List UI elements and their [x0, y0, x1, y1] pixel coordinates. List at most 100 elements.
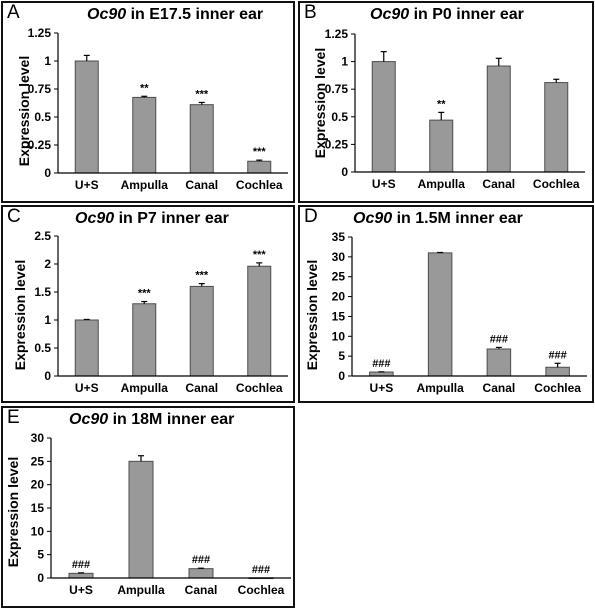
panel-b: B Oc90 in P0 inner ear Expression level … [298, 1, 594, 203]
y-tick-label: 0 [338, 369, 345, 383]
y-tick-label: 0 [44, 166, 51, 180]
panel-letter: E [7, 407, 20, 428]
chart-c: 0 0.5 1 1.5 2 2.5 U+S *** Ampulla *** Canal *** Coch… [34, 229, 288, 395]
panel-e: E Oc90 in 18M inner ear Expression level… [1, 406, 295, 608]
chart-title-gene: Oc90 [69, 411, 109, 428]
y-tick-label: 1.5 [34, 285, 51, 299]
x-tick-label: U+S [69, 583, 93, 597]
chart-title: Oc90 in P7 inner ear [75, 210, 229, 228]
chart-title-rest: in 1.5M inner ear [392, 210, 523, 227]
significance-label: ### [372, 358, 390, 370]
panel-letter: A [7, 2, 20, 23]
x-tick-label: Cochlea [534, 381, 581, 395]
y-tick-label: 25 [31, 454, 45, 468]
x-tick-label: Ampulla [121, 178, 169, 192]
chart-title-rest: in E17.5 inner ear [126, 6, 264, 23]
y-tick-label: 0.25 [28, 138, 52, 152]
significance-label: ### [548, 349, 566, 361]
chart-title: Oc90 in P0 inner ear [370, 6, 524, 24]
x-tick-label: Cochlea [238, 583, 285, 597]
y-tick-label: 15 [31, 501, 45, 515]
significance-label: ** [437, 98, 446, 110]
y-tick-label: 0.75 [28, 82, 52, 96]
bar [132, 303, 157, 377]
bar [74, 60, 99, 174]
y-tick-label: 0 [37, 571, 44, 585]
x-tick-label: Ampulla [418, 177, 466, 191]
significance-label: ### [490, 333, 508, 345]
bar [132, 96, 157, 174]
x-tick-label: Cochlea [236, 178, 283, 192]
bar [486, 65, 511, 173]
y-tick-label: 1 [44, 54, 51, 68]
significance-label: ### [252, 564, 270, 576]
significance-label: *** [195, 270, 209, 282]
bar [429, 119, 454, 173]
y-tick-label: 30 [31, 431, 45, 445]
chart-title: Oc90 in 1.5M inner ear [353, 210, 523, 228]
chart-title-gene: Oc90 [75, 210, 115, 227]
significance-label: ** [140, 82, 149, 94]
chart-title-gene: Oc90 [87, 6, 127, 23]
y-tick-label: 20 [31, 478, 45, 492]
y-tick-label: 5 [37, 548, 44, 562]
panel-letter: D [304, 206, 318, 227]
chart-title: Oc90 in E17.5 inner ear [87, 6, 263, 24]
y-tick-label: 10 [332, 329, 346, 343]
x-tick-label: Canal [185, 381, 218, 395]
panel-c: C Oc90 in P7 inner ear Expression level … [1, 205, 295, 403]
panel-letter: B [304, 2, 317, 23]
significance-label: *** [195, 88, 209, 100]
chart-title-rest: in 18M inner ear [108, 411, 235, 428]
y-tick-label: 15 [332, 309, 346, 323]
x-tick-label: U+S [75, 381, 99, 395]
y-tick-label: 30 [332, 250, 346, 264]
bar [74, 319, 99, 377]
x-tick-label: Canal [482, 177, 515, 191]
bar [544, 82, 569, 173]
y-tick-label: 2.5 [34, 229, 51, 243]
bar [486, 348, 512, 377]
chart-d: 0 5 10 15 20 25 30 35 ### U+S Ampulla ### Canal ### Co… [332, 230, 587, 395]
y-tick-label: 1 [341, 55, 348, 69]
bar [371, 61, 396, 173]
chart-title-rest: in P7 inner ear [114, 210, 229, 227]
y-tick-label: 10 [31, 524, 45, 538]
panel-letter: C [7, 206, 21, 227]
chart-title-gene: Oc90 [353, 210, 393, 227]
y-tick-label: 1.25 [28, 26, 52, 40]
x-tick-label: Ampulla [416, 381, 464, 395]
chart-e: 0 5 10 15 20 25 30 ### U+S Ampulla ### Canal ### Coch… [31, 431, 291, 597]
y-tick-label: 0.25 [325, 137, 349, 151]
x-tick-label: Canal [483, 381, 516, 395]
y-tick-label: 0.5 [34, 110, 51, 124]
bar [427, 252, 453, 377]
significance-label: *** [253, 146, 267, 158]
panel-d: D Oc90 in 1.5M inner ear Expression leve… [298, 205, 594, 403]
chart-a: 0 0.25 0.5 0.75 1 1.25 U+S ** Ampulla *** Canal ***… [28, 26, 288, 192]
x-tick-label: Canal [185, 583, 218, 597]
bar [247, 160, 272, 174]
bar [545, 366, 570, 377]
x-tick-label: Cochlea [236, 381, 283, 395]
y-tick-label: 5 [338, 349, 345, 363]
significance-label: ### [192, 554, 210, 566]
panel-a: A Oc90 in E17.5 inner ear Expression lev… [1, 1, 295, 203]
y-tick-label: 0.75 [325, 82, 349, 96]
y-tick-label: 1.25 [325, 27, 349, 41]
y-tick-label: 1 [44, 313, 51, 327]
chart-title-gene: Oc90 [370, 6, 410, 23]
y-tick-label: 0 [341, 165, 348, 179]
y-tick-label: 25 [332, 270, 346, 284]
y-tick-label: 0.5 [331, 110, 348, 124]
bar [128, 460, 154, 579]
x-tick-label: Ampulla [121, 381, 169, 395]
bar [189, 104, 214, 174]
chart-title-rest: in P0 inner ear [409, 6, 524, 23]
significance-label: ### [72, 559, 90, 571]
x-tick-label: U+S [372, 177, 396, 191]
y-tick-label: 0.5 [34, 341, 51, 355]
x-tick-label: U+S [370, 381, 394, 395]
y-tick-label: 0 [44, 369, 51, 383]
y-tick-label: 35 [332, 230, 346, 244]
